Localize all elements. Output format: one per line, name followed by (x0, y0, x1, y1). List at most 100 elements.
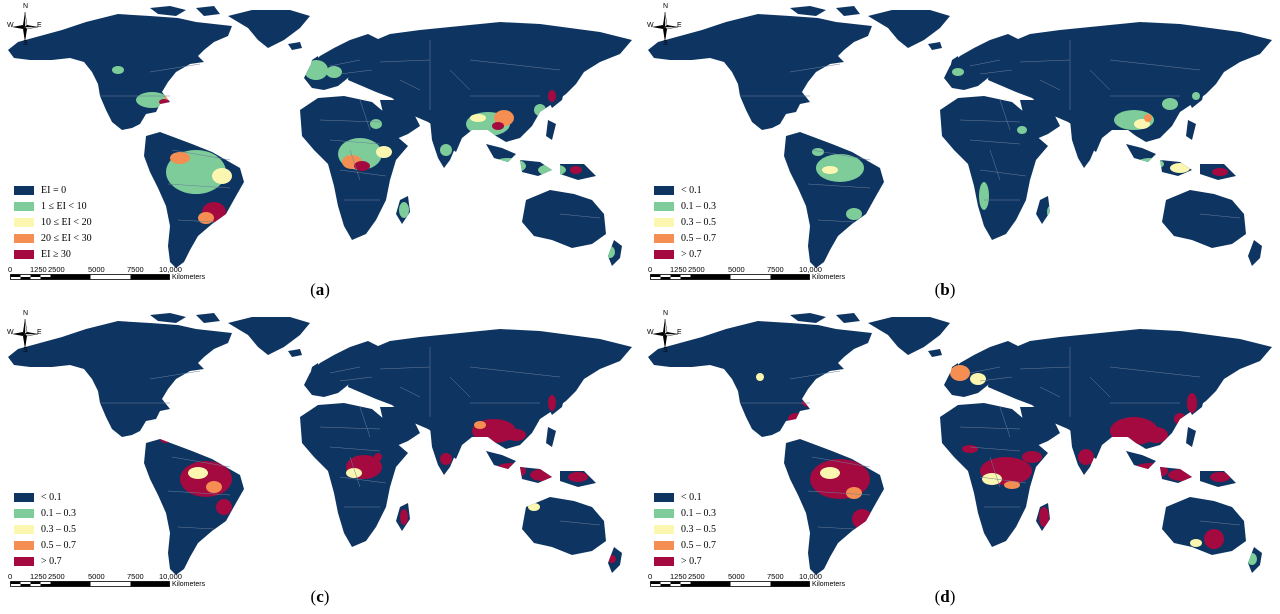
panel-letter: c (316, 587, 324, 606)
country-border (339, 476, 387, 484)
suitability-patch (494, 110, 514, 126)
world-map (648, 6, 1272, 268)
land-northAmerica (648, 14, 872, 130)
compass-w: W (647, 22, 654, 29)
compass-rose-icon (12, 318, 39, 349)
country-border (149, 370, 201, 380)
land-southAmerica (784, 439, 884, 575)
suitability-patch (534, 104, 546, 116)
legend-swatch (14, 218, 34, 227)
suitability-patch (979, 182, 989, 210)
suitability-patch (198, 212, 214, 224)
panel-label-open: ( (934, 280, 941, 299)
suitability-patch (846, 208, 862, 220)
legend-label: 0.5 – 0.7 (681, 233, 716, 244)
land-eurasia (988, 329, 1272, 459)
map-legend: EI = 0 1 ≤ EI < 10 10 ≤ EI < 20 20 ≤ EI < 3… (14, 183, 92, 263)
suitability-patch (346, 468, 362, 478)
suitability-patch (440, 453, 452, 465)
compass-s: S (23, 40, 28, 47)
scale-tick: 5000 (88, 572, 105, 581)
compass-n: N (663, 3, 669, 10)
panel-label-close: ) (949, 587, 956, 606)
country-border (177, 219, 215, 223)
panel-label-close: ) (949, 280, 956, 299)
suitability-patch (816, 154, 864, 182)
land-nz (1248, 240, 1262, 266)
land-eurasia (348, 22, 632, 152)
panel-label: (a) (290, 280, 350, 300)
country-border (959, 119, 1021, 123)
land-canadaIsles (790, 313, 860, 323)
suitability-patch (1047, 206, 1053, 218)
country-border (989, 456, 1001, 488)
country-border (469, 366, 561, 378)
scale-unit: Kilometers (812, 274, 846, 281)
country-border (959, 426, 1021, 430)
country-border (979, 376, 1013, 382)
country-border (807, 490, 871, 496)
legend-swatch (654, 218, 674, 227)
north-arrow: N S E W (647, 3, 682, 48)
suitability-patch (812, 148, 824, 156)
legend-item: 0.1 – 0.3 (14, 506, 76, 521)
compass-e: E (677, 329, 682, 336)
suitability-patch (528, 503, 540, 511)
suitability-patch (400, 509, 408, 525)
scale-unit: Kilometers (172, 274, 206, 281)
suitability-patch (962, 445, 978, 453)
country-border (1019, 366, 1071, 370)
suitability-patch (952, 68, 964, 76)
country-border (319, 426, 381, 430)
suitability-patch (605, 246, 615, 258)
suitability-patch (492, 122, 504, 130)
land-greenland (228, 317, 310, 355)
country-border (339, 169, 387, 177)
legend-swatch (654, 509, 674, 518)
country-border (979, 169, 1027, 177)
suitability-patch (852, 509, 872, 529)
suitability-patch (112, 66, 124, 74)
scale-bar-graphic (10, 274, 170, 280)
legend-swatch (654, 250, 674, 259)
suitability-patch (1004, 481, 1020, 489)
scale-bar: 0 1250 2500 5000 7500 10,000 Kilometers (648, 572, 850, 592)
legend-label: EI = 0 (41, 185, 67, 196)
suitability-patch (440, 144, 452, 156)
land-layer (648, 6, 1272, 268)
scale-tick: 10,000 (799, 265, 822, 274)
suitability-patch (950, 365, 970, 381)
legend-item: 1 ≤ EI < 10 (14, 199, 92, 214)
legend-item: > 0.7 (654, 247, 716, 262)
land-iceland (288, 349, 302, 357)
panel-letter: d (940, 587, 950, 606)
suitability-patch (820, 467, 840, 479)
suitability-patch (548, 90, 556, 102)
country-border (1109, 366, 1201, 378)
country-border (817, 219, 855, 223)
suitability-patch (538, 164, 566, 176)
land-uk (310, 363, 320, 381)
scale-tick: 7500 (127, 265, 144, 274)
legend-item: < 0.1 (654, 183, 716, 198)
panel-label-open: ( (310, 587, 317, 606)
legend-item: 0.3 – 0.5 (654, 215, 716, 230)
border-layer (740, 40, 1241, 223)
country-border (399, 386, 421, 398)
country-border (177, 526, 215, 530)
legend-item: 0.1 – 0.3 (654, 199, 716, 214)
scale-tick: 0 (648, 265, 653, 274)
land-seAsiaIsles (1126, 427, 1236, 487)
country-border (449, 69, 471, 91)
scale-tick: 1250 (30, 265, 47, 274)
country-border (149, 63, 201, 73)
scale-bar-graphic (650, 581, 810, 587)
scale-bar: 0 1250 2500 5000 7500 10,000 Kilometers (648, 265, 850, 285)
country-border (399, 79, 421, 91)
country-border (349, 456, 361, 488)
scale-bar-graphic (10, 581, 170, 587)
suitability-patch (1170, 163, 1190, 173)
scale-tick: 1250 (670, 265, 687, 274)
land-australia (522, 190, 606, 248)
map-panel-a: N S E W EI = 0 1 ≤ EI < 10 10 ≤ EI < 20 20 … (0, 0, 640, 307)
